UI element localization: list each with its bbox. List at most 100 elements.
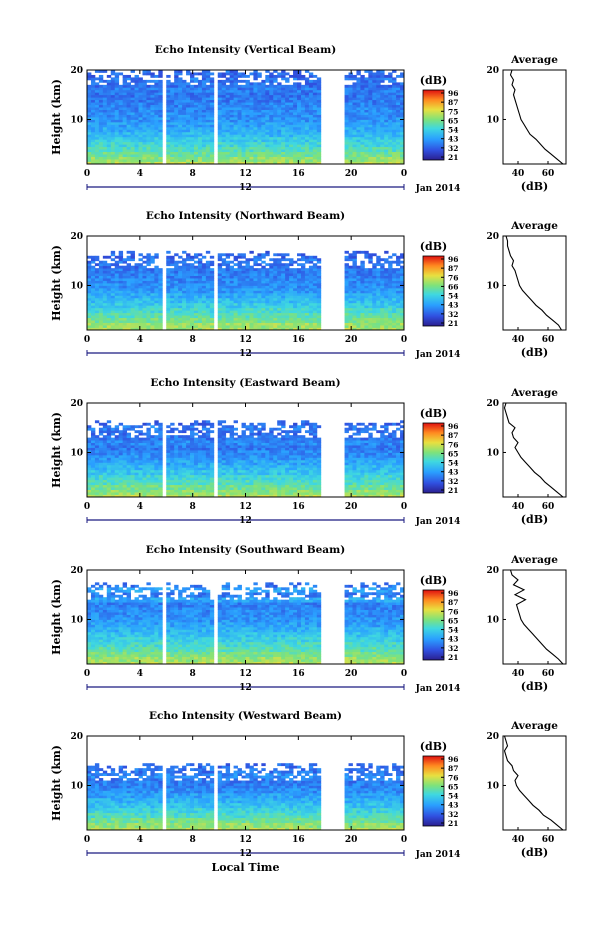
heatmap-cell xyxy=(372,84,377,88)
heatmap-cell xyxy=(90,77,96,81)
heatmap-cell xyxy=(344,307,349,311)
heatmap-cell xyxy=(348,258,353,262)
heatmap-cell xyxy=(102,464,108,468)
heatmap-cell xyxy=(316,92,322,96)
heatmap-cell xyxy=(87,487,92,490)
heatmap-cell xyxy=(126,151,131,155)
heatmap-cell xyxy=(285,129,290,133)
heatmap-cell xyxy=(392,280,397,284)
heatmap-cell xyxy=(122,151,128,155)
heatmap-cell xyxy=(110,482,116,486)
heatmap-cell xyxy=(146,285,151,289)
heatmap-cell xyxy=(368,322,373,326)
heatmap-cell xyxy=(245,290,250,294)
heatmap-cell xyxy=(281,273,286,276)
heatmap-cell xyxy=(245,322,250,326)
heatmap-cell xyxy=(146,292,151,296)
heatmap-cell xyxy=(87,102,92,106)
heatmap-cell xyxy=(209,146,215,150)
heatmap-cell xyxy=(221,117,227,120)
heatmap-cell xyxy=(253,280,258,284)
heatmap-cell xyxy=(312,107,318,110)
heatmap-cell xyxy=(102,260,108,264)
heatmap-cell xyxy=(142,302,147,306)
profile-line xyxy=(509,69,564,165)
heatmap-cell xyxy=(229,144,235,148)
heatmap-cell xyxy=(388,320,393,323)
heatmap-cell xyxy=(154,290,159,294)
heatmap-cell xyxy=(126,255,131,259)
heatmap-cell xyxy=(118,297,124,301)
heatmap-cell xyxy=(316,315,322,319)
heatmap-cell xyxy=(174,84,179,88)
heatmap-cell xyxy=(261,134,266,138)
heatmap-cell xyxy=(380,119,385,123)
heatmap-cell xyxy=(245,136,250,140)
heatmap-cell xyxy=(150,322,155,326)
heatmap-cell xyxy=(261,317,266,321)
heatmap-cell xyxy=(293,268,298,272)
heatmap-cell xyxy=(174,263,179,267)
heatmap-cell xyxy=(170,297,175,301)
heatmap-cell xyxy=(174,82,179,86)
heatmap-cell xyxy=(98,107,104,110)
heatmap-cell xyxy=(87,437,92,441)
heatmap-cell xyxy=(102,322,108,326)
heatmap-cell xyxy=(277,280,282,284)
heatmap-cell xyxy=(193,307,199,311)
heatmap-cell xyxy=(368,97,373,101)
heatmap-cell xyxy=(233,141,238,145)
heatmap-cell xyxy=(265,322,270,326)
heatmap-cell xyxy=(281,258,286,262)
heatmap-cell xyxy=(392,260,397,264)
heatmap-cell xyxy=(249,154,254,157)
heatmap-cell xyxy=(384,250,389,254)
heatmap-cell xyxy=(360,292,365,296)
heatmap-cell xyxy=(178,287,183,291)
heatmap-cell xyxy=(400,156,405,160)
heatmap-cell xyxy=(114,89,120,93)
heatmap-cell xyxy=(352,263,357,267)
heatmap-cell xyxy=(225,287,231,291)
heatmap-cell xyxy=(253,146,258,150)
heatmap-cell xyxy=(285,292,290,296)
heatmap-cell xyxy=(150,320,155,323)
heatmap-cell xyxy=(150,292,155,296)
heatmap-cell xyxy=(261,94,266,98)
heatmap-cell xyxy=(158,89,163,93)
heatmap-cell xyxy=(257,92,262,96)
heatmap-cell xyxy=(384,77,389,81)
heatmap-cell xyxy=(384,258,389,262)
heatmap-cell xyxy=(344,287,349,291)
heatmap-cell xyxy=(209,149,215,153)
heatmap-cell xyxy=(376,114,381,118)
heatmap-cell xyxy=(388,126,393,130)
heatmap-cell xyxy=(182,273,187,276)
heatmap-cell xyxy=(293,131,298,135)
heatmap-cell xyxy=(130,156,135,160)
heatmap-cell xyxy=(150,144,155,148)
heatmap-cell xyxy=(364,149,369,153)
heatmap-cell xyxy=(245,307,250,311)
heatmap-cell xyxy=(273,305,278,309)
heatmap-cell xyxy=(170,327,175,331)
heatmap-cell xyxy=(166,109,171,113)
heatmap-cell xyxy=(241,129,246,133)
heatmap-cell xyxy=(285,94,290,98)
heatmap-cell xyxy=(245,300,250,304)
heatmap-cell xyxy=(380,141,385,145)
heatmap-cell xyxy=(98,97,104,101)
heatmap-cell xyxy=(356,278,361,281)
heatmap-cell xyxy=(360,112,365,115)
heatmap-cell xyxy=(348,97,353,101)
heatmap-cell xyxy=(233,295,238,299)
heatmap-cell xyxy=(265,97,270,101)
heatmap-cell xyxy=(118,159,124,162)
heatmap-cell xyxy=(348,322,353,326)
heatmap-cell xyxy=(94,97,100,101)
heatmap-cell xyxy=(114,440,120,443)
heatmap-cell xyxy=(249,151,254,155)
heatmap-cell xyxy=(376,317,381,321)
heatmap-cell xyxy=(225,297,231,301)
heatmap-cell xyxy=(87,489,92,493)
